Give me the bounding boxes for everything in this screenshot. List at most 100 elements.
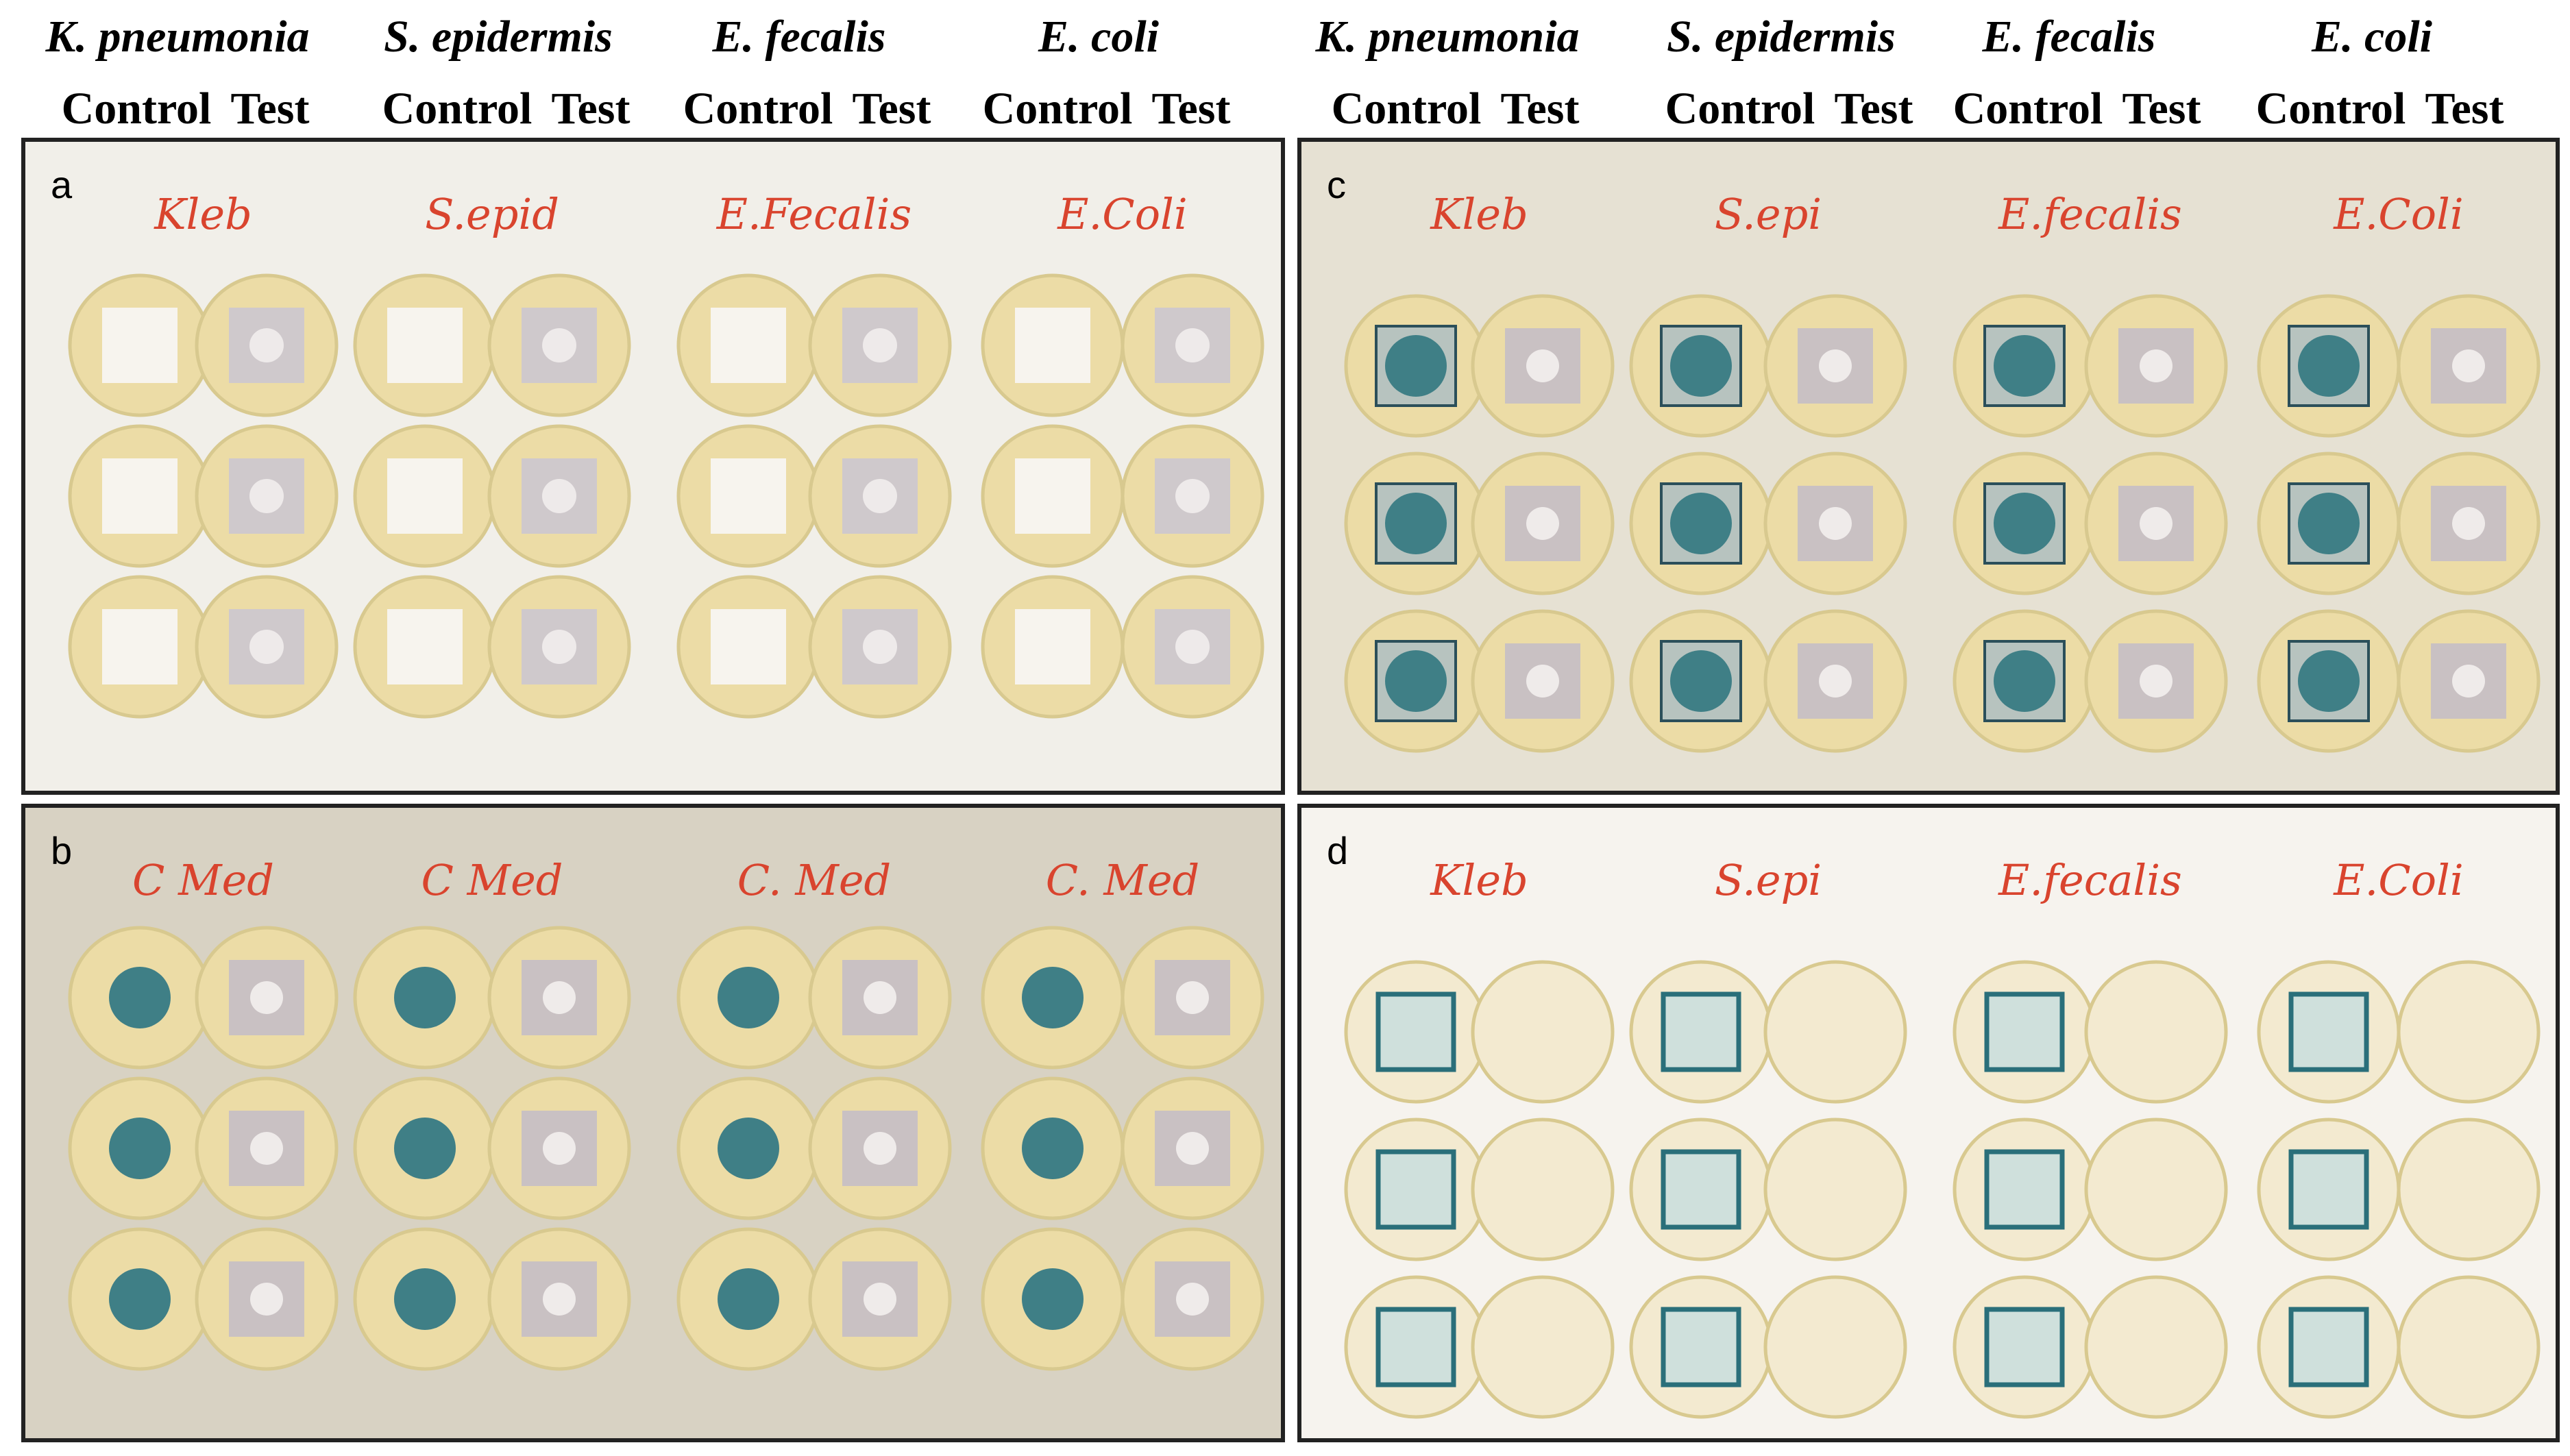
handwritten-label: E.Coli: [2333, 189, 2463, 239]
species-label: E. coli: [1038, 12, 1160, 62]
disc-center: [249, 328, 284, 362]
stain: [718, 1118, 779, 1179]
petri-dish: [1763, 1275, 1907, 1419]
stain: [2298, 650, 2360, 712]
disc: [1015, 458, 1090, 534]
disc: [1984, 1149, 2065, 1230]
handwritten-label: C. Med: [1046, 855, 1200, 905]
handwritten-label: S.epid: [425, 189, 559, 239]
disc-center: [250, 981, 283, 1014]
disc-center: [2452, 507, 2485, 540]
disc: [711, 609, 786, 684]
stain: [1385, 493, 1447, 554]
stain: [1022, 967, 1084, 1028]
control-label: Control: [1332, 84, 1482, 134]
disc-center: [2452, 665, 2485, 698]
stain: [1670, 650, 1732, 712]
species-label: K. pneumonia: [1314, 12, 1579, 62]
test-label: Test: [2122, 84, 2201, 134]
disc-center: [2452, 349, 2485, 382]
disc: [711, 308, 786, 383]
species-label: S. epidermis: [1667, 12, 1896, 62]
test-label: Test: [1501, 84, 1580, 134]
control-label: Control: [1665, 84, 1815, 134]
handwritten-label: C. Med: [737, 855, 892, 905]
species-label: E. fecalis: [712, 12, 886, 62]
stain: [718, 1268, 779, 1330]
control-label: Control: [2256, 84, 2406, 134]
test-label: Test: [853, 84, 931, 134]
petri-dish: [2084, 960, 2228, 1104]
disc-center: [1819, 349, 1852, 382]
disc: [2288, 1149, 2369, 1230]
control-label: Control: [1953, 84, 2103, 134]
disc: [102, 308, 178, 383]
disc-center: [2140, 507, 2173, 540]
handwritten-label: E.fecalis: [1998, 855, 2182, 905]
handwritten-label: S.epi: [1715, 189, 1822, 239]
panel: c Kleb S.epi E.fecalis E.Coli: [1297, 138, 2560, 795]
stain: [394, 967, 456, 1028]
species-label: E. fecalis: [1982, 12, 2156, 62]
panel: d Kleb S.epi E.fecalis E.Coli: [1297, 804, 2560, 1442]
handwritten-label: E.Coli: [2333, 855, 2463, 905]
handwritten-label: Kleb: [1430, 189, 1528, 239]
disc-center: [863, 630, 897, 664]
disc-center: [863, 328, 897, 362]
disc-center: [542, 630, 576, 664]
disc-center: [1526, 507, 1559, 540]
disc-center: [542, 479, 576, 513]
petri-dish: [1763, 960, 1907, 1104]
disc: [2288, 991, 2369, 1072]
stain: [109, 967, 171, 1028]
disc-center: [2140, 665, 2173, 698]
stain: [1994, 335, 2055, 397]
handwritten-label: E.Fecalis: [716, 189, 911, 239]
disc-center: [249, 479, 284, 513]
stain: [2298, 493, 2360, 554]
petri-dish: [2397, 1275, 2541, 1419]
petri-dish: [1763, 1118, 1907, 1261]
handwritten-label: E.Coli: [1057, 189, 1187, 239]
disc-center: [543, 981, 576, 1014]
disc-center: [1175, 328, 1210, 362]
test-label: Test: [552, 84, 631, 134]
disc: [1661, 1307, 1741, 1387]
species-label: E. coli: [2311, 12, 2433, 62]
petri-dish: [1471, 960, 1615, 1104]
disc-center: [1175, 630, 1210, 664]
disc-center: [864, 1132, 896, 1165]
stain: [109, 1268, 171, 1330]
petri-dish: [1471, 1118, 1615, 1261]
test-label: Test: [231, 84, 310, 134]
disc: [387, 458, 463, 534]
disc-center: [1176, 1132, 1209, 1165]
disc: [102, 458, 178, 534]
panel-letter: b: [51, 829, 72, 872]
disc-center: [1176, 981, 1209, 1014]
handwritten-label: Kleb: [154, 189, 252, 239]
disc-center: [864, 981, 896, 1014]
stain: [109, 1118, 171, 1179]
petri-dish: [2397, 1118, 2541, 1261]
test-label: Test: [2425, 84, 2504, 134]
panel-letter: c: [1327, 163, 1346, 206]
disc: [387, 609, 463, 684]
disc: [1984, 991, 2065, 1072]
disc-center: [864, 1283, 896, 1316]
disc-center: [249, 630, 284, 664]
disc: [1375, 1149, 1456, 1230]
disc: [1984, 1307, 2065, 1387]
disc: [1375, 991, 1456, 1072]
panel-letter: d: [1327, 829, 1348, 872]
petri-dish: [2397, 960, 2541, 1104]
disc-center: [250, 1132, 283, 1165]
test-label: Test: [1152, 84, 1231, 134]
control-label: Control: [62, 84, 212, 134]
control-label: Control: [382, 84, 533, 134]
disc: [1661, 991, 1741, 1072]
stain: [1670, 335, 1732, 397]
disc-center: [543, 1283, 576, 1316]
disc: [711, 458, 786, 534]
